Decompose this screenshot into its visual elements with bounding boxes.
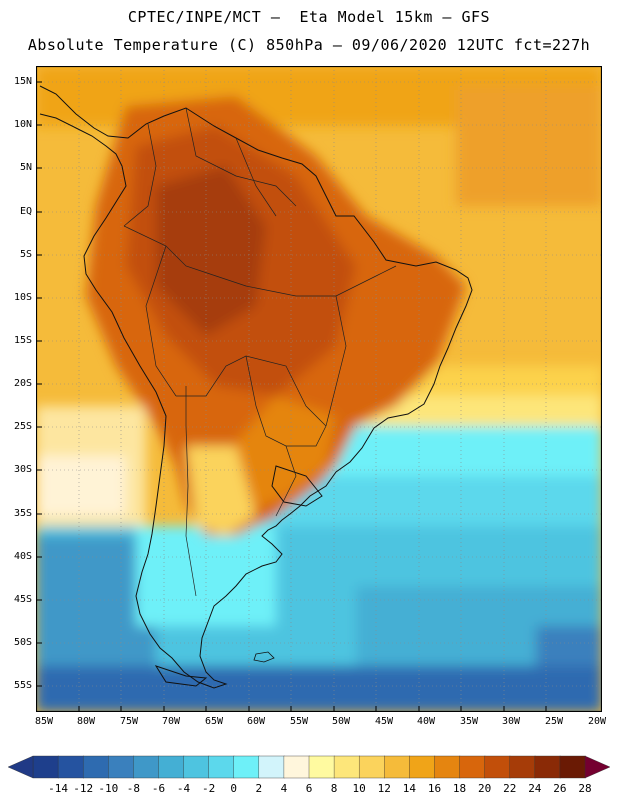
colorbar-tick-label: 10 xyxy=(352,782,366,795)
colorbar-swatch xyxy=(509,755,536,779)
colorbar-swatch xyxy=(358,755,385,779)
colorbar-tick-label: 18 xyxy=(452,782,467,795)
colorbar-tick-label: 4 xyxy=(280,782,288,795)
colorbar-swatch xyxy=(409,755,436,779)
lon-label: 50W xyxy=(331,716,351,727)
colorbar-swatch xyxy=(559,755,586,779)
colorbar-tick-label: 20 xyxy=(478,782,492,795)
lat-label: 55S xyxy=(13,680,32,691)
colorbar-tick-label: 16 xyxy=(427,782,442,795)
lat-label: 35S xyxy=(13,508,32,519)
colorbar-tick-label: -14 xyxy=(48,782,69,795)
lon-label: 35W xyxy=(459,716,479,727)
colorbar-tick-label: 14 xyxy=(402,782,416,795)
colorbar-swatch xyxy=(434,755,461,779)
lat-label: 50S xyxy=(13,637,32,648)
colorbar-swatch xyxy=(32,755,59,779)
colorbar-swatch xyxy=(484,755,511,779)
colorbar-swatch xyxy=(158,755,185,779)
country-borders xyxy=(123,107,397,597)
lon-label: 75W xyxy=(119,716,139,727)
lon-label: 25W xyxy=(544,716,564,727)
colorbar-swatch xyxy=(133,755,160,779)
colorbar-swatch xyxy=(283,755,310,779)
colorbar-tick-label: -8 xyxy=(126,782,140,795)
lon-label: 30W xyxy=(501,716,521,727)
lon-label: 80W xyxy=(76,716,96,727)
colorbar-swatch xyxy=(534,755,561,779)
colorbar-swatch xyxy=(183,755,210,779)
colorbar-min-arrow xyxy=(7,755,34,779)
lon-label: 70W xyxy=(161,716,181,727)
map-frame-border xyxy=(36,66,602,712)
colorbar-swatch xyxy=(108,755,135,779)
colorbar-tick-label: 22 xyxy=(503,782,517,795)
chart-title-line2: Absolute Temperature (C) 850hPa – 09/06/… xyxy=(27,36,591,54)
colorbar-tick-label: 24 xyxy=(528,782,542,795)
temperature-map xyxy=(36,66,602,712)
lon-label: 60W xyxy=(246,716,266,727)
chart-title-line1: CPTEC/INPE/MCT – Eta Model 15km – GFS xyxy=(127,8,491,26)
coastlines xyxy=(39,85,473,689)
colorbar-tick-label: 28 xyxy=(578,782,592,795)
colorbar-tick-label: -12 xyxy=(73,782,94,795)
lat-label: EQ xyxy=(19,206,32,217)
colorbar-swatch xyxy=(233,755,260,779)
colorbar-swatch xyxy=(57,755,84,779)
temperature-field xyxy=(36,66,602,712)
colorbar-max-arrow xyxy=(584,755,611,779)
colorbar-tick-label: 8 xyxy=(330,782,338,795)
colorbar-swatch xyxy=(208,755,235,779)
lat-label: 45S xyxy=(13,594,32,605)
lon-label: 40W xyxy=(416,716,436,727)
lat-label: 30S xyxy=(13,464,32,475)
lat-label: 15S xyxy=(13,335,32,346)
lat-label: 15N xyxy=(13,76,32,87)
colorbar-tick-label: 6 xyxy=(305,782,313,795)
lat-label: 5N xyxy=(19,162,32,173)
lon-label: 45W xyxy=(374,716,394,727)
colorbar-tick-label: -2 xyxy=(202,782,216,795)
colorbar-tick-label: -6 xyxy=(151,782,166,795)
colorbar-tick-label: 26 xyxy=(553,782,567,795)
lat-label: 40S xyxy=(13,551,32,562)
falkland-islands xyxy=(253,651,275,663)
lat-label: 5S xyxy=(19,249,32,260)
lat-label: 25S xyxy=(13,421,32,432)
lat-label: 10S xyxy=(13,292,32,303)
lat-label: 10N xyxy=(13,119,32,130)
colorbar-swatch xyxy=(308,755,335,779)
colorbar-tick-label: -4 xyxy=(176,782,191,795)
colorbar-tick-label: 0 xyxy=(230,782,238,795)
lat-label: 20S xyxy=(13,378,32,389)
lon-label: 20W xyxy=(587,716,607,727)
colorbar-swatch xyxy=(258,755,285,779)
axis-ticks xyxy=(36,81,547,712)
colorbar-tick-label: -10 xyxy=(98,782,119,795)
colorbar-swatch xyxy=(333,755,360,779)
colorbar-swatch xyxy=(384,755,411,779)
colorbar-tick-label: 2 xyxy=(255,782,263,795)
colorbar-swatch xyxy=(82,755,109,779)
colorbar-tick-label: 12 xyxy=(377,782,391,795)
colorbar-swatch xyxy=(459,755,486,779)
lon-label: 55W xyxy=(289,716,309,727)
lon-label: 85W xyxy=(34,716,54,727)
lon-label: 65W xyxy=(204,716,224,727)
colorbar xyxy=(7,755,611,779)
